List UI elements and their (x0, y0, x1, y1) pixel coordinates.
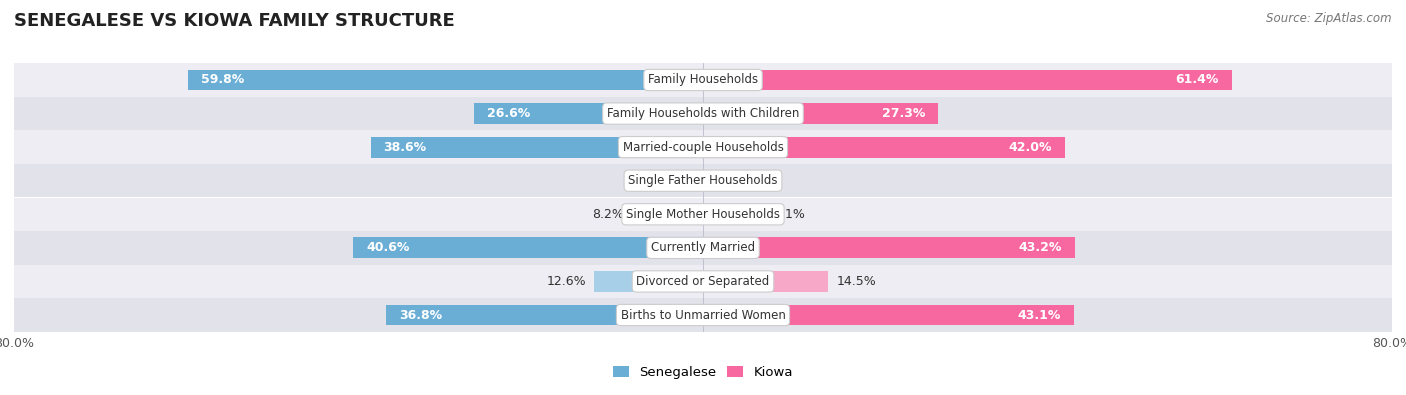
Text: Source: ZipAtlas.com: Source: ZipAtlas.com (1267, 12, 1392, 25)
Bar (14, 97, 1392, 130)
Text: 59.8%: 59.8% (201, 73, 245, 87)
Bar (387, 305, 703, 325)
Bar (353, 237, 703, 258)
Text: 36.8%: 36.8% (399, 308, 441, 322)
Text: 42.0%: 42.0% (1008, 141, 1052, 154)
Bar (703, 103, 938, 124)
Bar (474, 103, 703, 124)
Bar (14, 231, 1392, 265)
Text: 27.3%: 27.3% (882, 107, 925, 120)
Text: 2.8%: 2.8% (735, 174, 768, 187)
Text: Family Households with Children: Family Households with Children (607, 107, 799, 120)
Text: 14.5%: 14.5% (837, 275, 876, 288)
Text: Married-couple Households: Married-couple Households (623, 141, 783, 154)
Bar (683, 170, 703, 191)
Text: 8.2%: 8.2% (592, 208, 624, 221)
Bar (14, 130, 1392, 164)
Bar (14, 63, 1392, 97)
Text: Births to Unmarried Women: Births to Unmarried Women (620, 308, 786, 322)
Text: 2.3%: 2.3% (643, 174, 675, 187)
Text: 38.6%: 38.6% (384, 141, 426, 154)
Text: SENEGALESE VS KIOWA FAMILY STRUCTURE: SENEGALESE VS KIOWA FAMILY STRUCTURE (14, 12, 454, 30)
Bar (595, 271, 703, 292)
Bar (703, 204, 763, 225)
Text: 7.1%: 7.1% (773, 208, 804, 221)
Text: Single Mother Households: Single Mother Households (626, 208, 780, 221)
Bar (633, 204, 703, 225)
Text: 61.4%: 61.4% (1175, 73, 1219, 87)
Legend: Senegalese, Kiowa: Senegalese, Kiowa (607, 361, 799, 384)
Bar (14, 164, 1392, 198)
Bar (703, 305, 1074, 325)
Bar (703, 271, 828, 292)
Bar (703, 137, 1064, 158)
Text: Single Father Households: Single Father Households (628, 174, 778, 187)
Bar (703, 170, 727, 191)
Bar (14, 265, 1392, 298)
Text: Currently Married: Currently Married (651, 241, 755, 254)
Bar (188, 70, 703, 90)
Bar (703, 237, 1076, 258)
Text: 26.6%: 26.6% (486, 107, 530, 120)
Text: 43.2%: 43.2% (1019, 241, 1062, 254)
Text: Family Households: Family Households (648, 73, 758, 87)
Bar (371, 137, 703, 158)
Bar (14, 198, 1392, 231)
Bar (14, 298, 1392, 332)
Text: 40.6%: 40.6% (367, 241, 409, 254)
Text: 43.1%: 43.1% (1018, 308, 1062, 322)
Bar (703, 70, 1232, 90)
Text: 12.6%: 12.6% (547, 275, 586, 288)
Text: Divorced or Separated: Divorced or Separated (637, 275, 769, 288)
